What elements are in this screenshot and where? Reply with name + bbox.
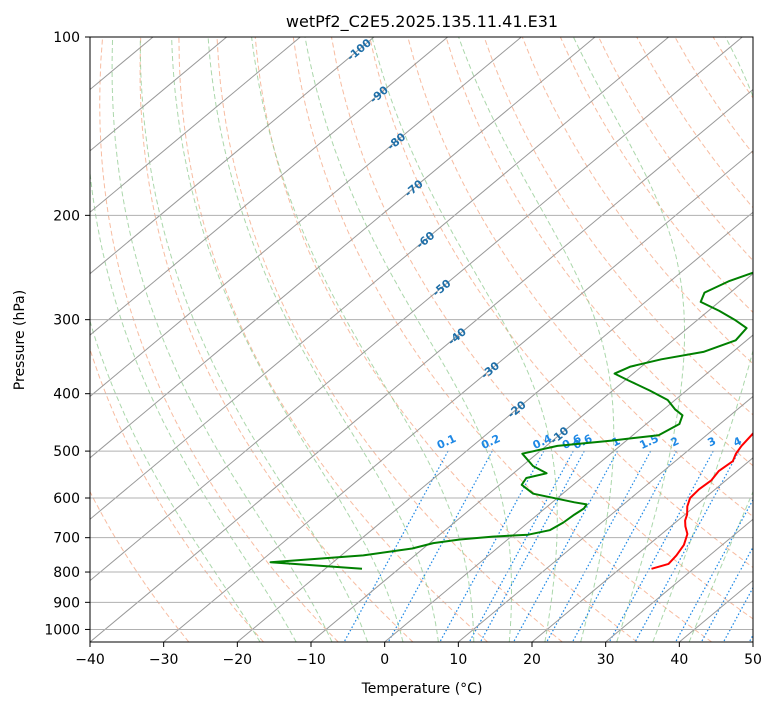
moist-adiabat-line bbox=[90, 167, 297, 642]
dry-adiabat-label: 30 bbox=[760, 559, 775, 579]
chart-title: wetPf2_C2E5.2025.135.11.41.E31 bbox=[286, 12, 558, 32]
mixing-ratio-line bbox=[770, 451, 775, 644]
y-tick-label: 900 bbox=[53, 595, 80, 611]
dry-adiabat-label: 10 bbox=[755, 497, 775, 517]
dry-adiabat-line bbox=[139, 37, 414, 642]
isotherm-line bbox=[752, 641, 753, 642]
isotherm-line bbox=[90, 37, 301, 213]
moist-adiabat-line bbox=[688, 490, 753, 642]
y-tick-label: 100 bbox=[53, 30, 80, 46]
y-tick-label: 500 bbox=[53, 444, 80, 460]
isotherm-lines bbox=[90, 37, 753, 642]
moist-adiabat-line bbox=[111, 37, 333, 642]
dry-adiabat-line bbox=[216, 37, 563, 642]
dry-adiabat-line bbox=[178, 37, 488, 642]
moist-adiabat-line bbox=[139, 37, 369, 642]
dry-adiabat-line bbox=[90, 347, 264, 642]
dry-adiabat-label: 20 bbox=[762, 528, 775, 548]
x-axis-label: Temperature (°C) bbox=[361, 681, 483, 697]
dry-adiabat-line bbox=[369, 37, 753, 569]
x-tick-label: 50 bbox=[744, 652, 762, 668]
y-tick-label: 1000 bbox=[44, 622, 80, 638]
temperature-profile-line bbox=[651, 432, 753, 570]
dry-adiabat-label: 40 bbox=[768, 584, 775, 604]
sounding-series bbox=[269, 271, 753, 570]
isotherm-line bbox=[90, 37, 375, 275]
x-axis-ticks: −40 −30 −20 −10 0 10 20 30 40 50 bbox=[75, 642, 762, 668]
y-tick-label: 600 bbox=[53, 491, 80, 507]
isotherm-line bbox=[90, 37, 227, 152]
x-tick-label: 0 bbox=[380, 652, 389, 668]
x-tick-label: −10 bbox=[296, 652, 326, 668]
isotherm-line bbox=[90, 88, 753, 642]
isotherm-line bbox=[237, 211, 753, 642]
isotherm-line bbox=[90, 37, 522, 398]
y-tick-label: 700 bbox=[53, 531, 80, 547]
y-tick-label: 200 bbox=[53, 208, 80, 224]
y-tick-label: 300 bbox=[53, 313, 80, 329]
x-tick-label: −30 bbox=[149, 652, 179, 668]
dry-adiabat-line bbox=[521, 37, 753, 365]
plot-frame bbox=[89, 36, 754, 643]
x-tick-label: 40 bbox=[670, 652, 688, 668]
isotherm-line bbox=[605, 518, 753, 642]
dry-adiabat-line bbox=[254, 37, 638, 642]
pressure-gridlines bbox=[90, 37, 753, 630]
isotherm-line bbox=[163, 150, 753, 642]
moist-adiabat-line bbox=[371, 37, 558, 642]
y-axis-label: Pressure (hPa) bbox=[12, 290, 28, 390]
dry-adiabat-line bbox=[99, 37, 339, 642]
x-tick-label: −20 bbox=[223, 652, 253, 668]
dry-adiabat-line bbox=[445, 37, 753, 467]
isotherm-line bbox=[90, 37, 596, 459]
isotherm-line bbox=[458, 395, 753, 642]
x-tick-label: 10 bbox=[449, 652, 467, 668]
plot-background bbox=[90, 37, 753, 642]
x-tick-label: 20 bbox=[523, 652, 541, 668]
moist-adiabat-label: 0 bbox=[766, 459, 775, 474]
isotherm-line bbox=[310, 273, 753, 642]
x-tick-label: 30 bbox=[597, 652, 615, 668]
isotherm-line bbox=[90, 37, 743, 582]
x-tick-label: −40 bbox=[75, 652, 105, 668]
dry-adiabat-line bbox=[331, 37, 753, 620]
isotherm-line bbox=[90, 37, 669, 520]
isotherm-line bbox=[384, 334, 753, 642]
dry-adiabat-line bbox=[292, 37, 712, 642]
moist-adiabat-line bbox=[304, 37, 512, 642]
dry-adiabat-line bbox=[750, 37, 753, 41]
dewpoint-profile-line bbox=[269, 271, 753, 570]
isotherm-line bbox=[90, 37, 448, 336]
y-axis-ticks: 100 200 300 400 500 600 700 800 900 1000 bbox=[44, 30, 90, 638]
moist-adiabat-line bbox=[90, 319, 261, 642]
moist-adiabat-line bbox=[207, 37, 439, 642]
isotherm-line bbox=[531, 457, 753, 642]
y-tick-label: 800 bbox=[53, 565, 80, 581]
y-tick-label: 400 bbox=[53, 387, 80, 403]
moist-adiabat-line bbox=[458, 37, 615, 642]
